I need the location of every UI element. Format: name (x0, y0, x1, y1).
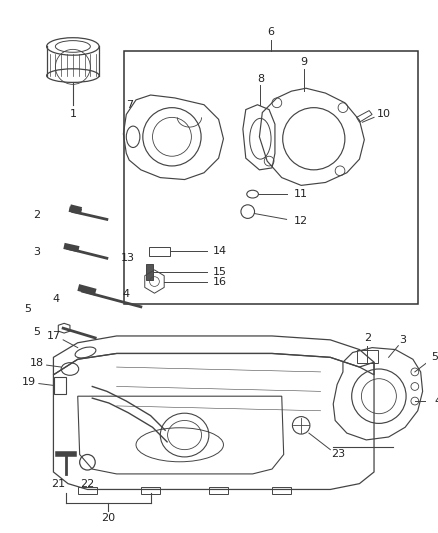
Text: 7: 7 (126, 100, 133, 110)
Text: 3: 3 (400, 335, 406, 345)
Text: 5: 5 (24, 304, 31, 314)
Text: 16: 16 (212, 277, 226, 287)
Text: 13: 13 (121, 253, 135, 263)
Bar (148, 247, 170, 256)
Text: 2: 2 (364, 333, 371, 343)
Text: 8: 8 (257, 74, 264, 84)
Text: 10: 10 (377, 109, 391, 119)
Bar (124, 51, 418, 304)
Bar (141, 487, 160, 494)
Text: 12: 12 (294, 216, 308, 227)
Text: 9: 9 (300, 57, 307, 67)
Text: 5: 5 (33, 327, 40, 337)
Bar (146, 264, 153, 280)
Text: 19: 19 (22, 377, 36, 386)
Bar (54, 377, 66, 394)
Text: 5: 5 (431, 352, 438, 362)
Text: 18: 18 (30, 358, 44, 368)
Text: 21: 21 (51, 479, 65, 489)
Text: 17: 17 (46, 331, 60, 341)
Text: 14: 14 (212, 246, 226, 256)
Bar (78, 487, 97, 494)
Bar (272, 487, 291, 494)
Text: 23: 23 (331, 449, 345, 459)
Text: 20: 20 (101, 513, 115, 523)
Text: 4: 4 (53, 294, 60, 304)
Text: 2: 2 (33, 209, 40, 220)
Text: 3: 3 (33, 247, 40, 257)
Text: 4: 4 (434, 396, 438, 406)
Text: 22: 22 (80, 479, 95, 489)
Bar (357, 350, 378, 363)
Bar (209, 487, 228, 494)
Text: 1: 1 (69, 109, 76, 119)
Text: 11: 11 (294, 189, 308, 199)
Text: 15: 15 (212, 267, 226, 277)
Text: 6: 6 (268, 27, 275, 37)
Text: 4: 4 (123, 289, 130, 299)
